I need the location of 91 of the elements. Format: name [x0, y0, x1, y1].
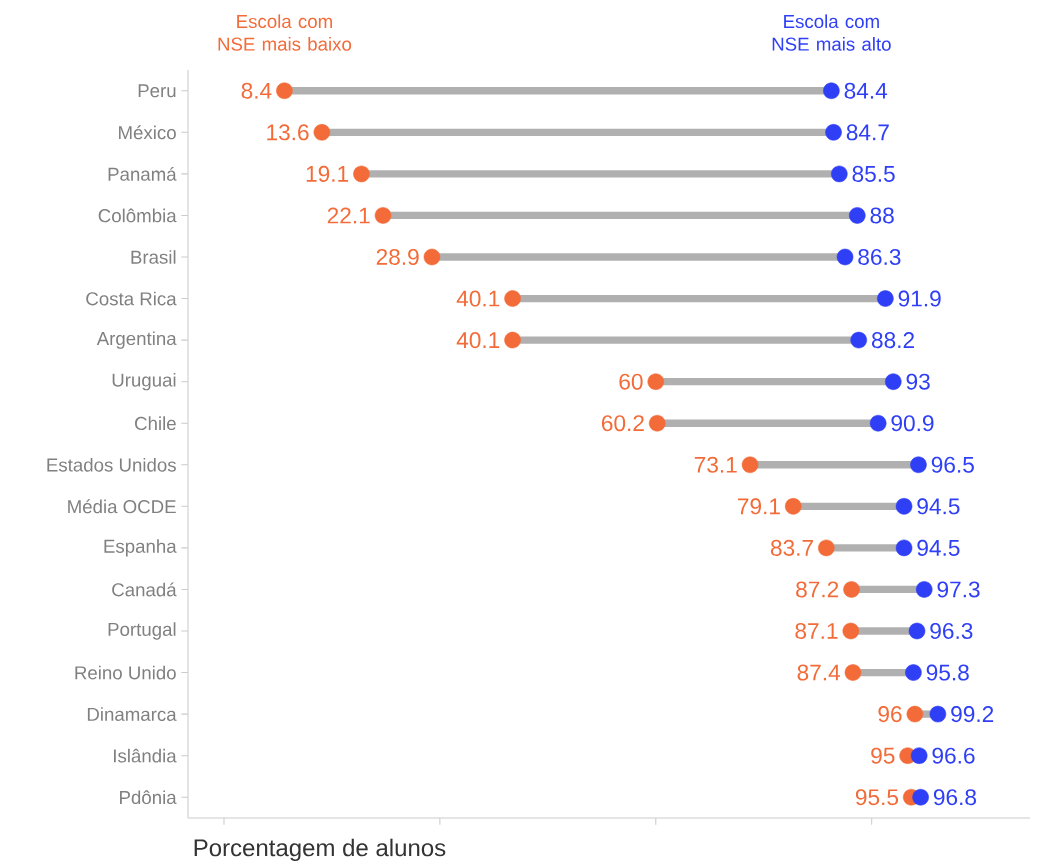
text: Escola com NSE mais baixo	[218, 14, 352, 51]
point	[895, 498, 913, 515]
point	[906, 705, 924, 723]
point	[912, 788, 929, 806]
y-tick-label: Uruguai	[112, 372, 176, 391]
point	[915, 581, 933, 598]
y-tick-label: Dinamarca	[87, 707, 177, 721]
data-label: 22.1	[327, 207, 370, 224]
data-label: 79.1	[738, 498, 780, 515]
point	[647, 373, 665, 390]
y-tick-label: Estados Unidos	[47, 457, 176, 472]
y-tick-label: Canadá	[112, 582, 177, 597]
data-label: 94.5	[917, 498, 960, 515]
data-label: 97.3	[937, 581, 980, 598]
point	[784, 498, 802, 515]
y-tick-label: Espanha	[104, 539, 177, 557]
x-axis-title: Porcentagem de alunos	[194, 838, 446, 862]
point	[869, 414, 887, 432]
data-label: 88	[870, 207, 894, 224]
y-tick-label: Chile	[135, 416, 176, 431]
point	[929, 705, 947, 723]
data-label: 95.8	[926, 664, 969, 681]
y-tick-label: México	[119, 125, 176, 140]
point	[908, 622, 926, 640]
point	[313, 124, 331, 141]
point	[850, 331, 867, 349]
point	[905, 664, 922, 681]
data-label: 95.5	[855, 789, 899, 806]
point	[895, 539, 913, 557]
y-tick-label: Peru	[138, 84, 176, 98]
point	[844, 664, 862, 681]
point	[423, 248, 441, 266]
y-tick-label: Costa Rica	[86, 291, 177, 306]
data-label: 86.3	[858, 248, 901, 266]
point	[910, 747, 928, 764]
point	[836, 248, 854, 266]
y-tick-label: Islândia	[114, 748, 177, 763]
point	[741, 456, 759, 474]
data-label: 85.5	[852, 165, 895, 182]
data-label: 96.8	[933, 789, 977, 806]
data-label: 83.7	[770, 539, 813, 556]
y-tick-label: Argentina	[96, 331, 177, 349]
y-tick-label: Panamá	[108, 166, 177, 181]
point	[353, 165, 370, 183]
y-tick-label: Média OCDE	[68, 499, 176, 514]
point	[843, 581, 860, 598]
y-tick-label: Brasil	[131, 250, 176, 264]
data-label: 87.2	[796, 581, 839, 598]
point	[825, 124, 842, 141]
data-label: 60	[619, 373, 643, 390]
data-label: 84.4	[844, 82, 888, 99]
point	[504, 331, 521, 349]
data-label: 94.5	[917, 539, 960, 556]
point	[823, 82, 840, 100]
data-label: 84.7	[846, 124, 889, 141]
point	[842, 622, 860, 640]
data-label: 40.1	[456, 332, 500, 349]
data-label: 87.1	[795, 622, 838, 640]
point	[877, 290, 894, 307]
data-label: 99.2	[951, 706, 994, 723]
data-label: 88.2	[871, 332, 914, 349]
point	[910, 456, 927, 474]
y-tick-label: Portugal	[108, 622, 176, 640]
data-label: 28.9	[376, 248, 419, 266]
point	[374, 207, 392, 224]
data-label: 87.4	[797, 664, 841, 681]
point	[849, 207, 866, 224]
data-label: 73.1	[694, 456, 737, 473]
data-label: 96.3	[930, 622, 973, 640]
data-label: 60.2	[601, 415, 644, 432]
data-label: 91.9	[898, 290, 941, 307]
data-label: 96.6	[932, 747, 975, 764]
data-label: 90.9	[891, 415, 934, 432]
data-label: 19.1	[306, 165, 349, 182]
point	[818, 539, 835, 557]
point	[648, 414, 666, 432]
data-label: 96	[878, 706, 902, 723]
y-tick-label: Colômbia	[98, 208, 177, 223]
point	[831, 165, 848, 183]
point	[504, 290, 521, 307]
point	[276, 82, 293, 100]
data-label: 96.5	[931, 456, 974, 473]
data-label: 8.4	[241, 82, 272, 99]
y-tick-label: Reino Unido	[75, 665, 176, 680]
data-label: 40.1	[456, 290, 500, 307]
y-tick-label: Pdônia	[120, 790, 177, 805]
data-label: 93	[906, 373, 930, 390]
data-label: 95	[871, 747, 895, 764]
text: Escola com NSE mais alto	[772, 14, 891, 51]
point	[884, 373, 902, 390]
data-label: 13.6	[267, 124, 309, 141]
